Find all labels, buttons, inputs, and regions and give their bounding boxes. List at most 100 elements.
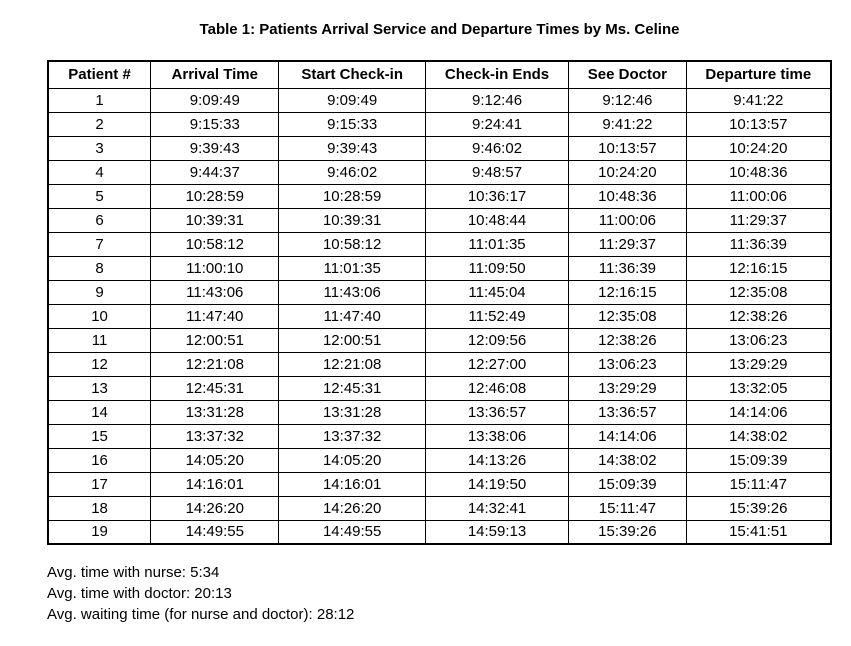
table-row: 7 10:58:12 10:58:12 11:01:35 11:29:37 11:36:3… — [47, 231, 832, 257]
table-cell: 15:39:26 — [685, 495, 832, 521]
table-cell: 14:38:02 — [685, 423, 832, 449]
table-cell: 10:24:20 — [568, 159, 687, 185]
table-row: 18 14:26:20 14:26:20 14:32:41 15:11:47 15:39:… — [47, 495, 832, 521]
table-cell: 14:49:55 — [278, 519, 426, 545]
table-cell: 9:48:57 — [424, 159, 570, 185]
table-cell: 11:52:49 — [424, 303, 570, 329]
table-cell: 15:39:26 — [568, 519, 687, 545]
table-cell: 12:35:08 — [568, 303, 687, 329]
table-cell: 14:19:50 — [424, 471, 570, 497]
table-cell: 9:15:33 — [150, 111, 280, 137]
table-cell: 12:45:31 — [278, 375, 426, 401]
table-cell: 14:38:02 — [568, 447, 687, 473]
patients-table: Patient # Arrival Time Start Check-in Ch… — [47, 60, 832, 545]
table-cell: 14:14:06 — [685, 399, 832, 425]
table-cell: 10:58:12 — [278, 231, 426, 257]
table-cell: 8 — [47, 255, 152, 281]
table-cell: 7 — [47, 231, 152, 257]
table-cell: 10:24:20 — [685, 135, 832, 161]
table-cell: 14:49:55 — [150, 519, 280, 545]
table-cell: 2 — [47, 111, 152, 137]
table-row: 10 11:47:40 11:47:40 11:52:49 12:35:08 12:38:… — [47, 303, 832, 329]
table-cell: 11:01:35 — [278, 255, 426, 281]
table-cell: 14:26:20 — [278, 495, 426, 521]
table-cell: 10:13:57 — [568, 135, 687, 161]
table-cell: 9:41:22 — [568, 111, 687, 137]
table-cell: 9:41:22 — [685, 87, 832, 113]
table-cell: 11:47:40 — [278, 303, 426, 329]
table-cell: 12:16:15 — [685, 255, 832, 281]
table-cell: 11:01:35 — [424, 231, 570, 257]
table-cell: 13:37:32 — [278, 423, 426, 449]
table-cell: 13:06:23 — [685, 327, 832, 353]
table-cell: 13:36:57 — [424, 399, 570, 425]
table-cell: 9:24:41 — [424, 111, 570, 137]
table-cell: 13:32:05 — [685, 375, 832, 401]
table-row: 1 9:09:49 9:09:49 9:12:46 9:12:46 9:41:22 — [47, 87, 832, 113]
table-cell: 10:39:31 — [150, 207, 280, 233]
table-cell: 14:59:13 — [424, 519, 570, 545]
table-cell: 16 — [47, 447, 152, 473]
table-cell: 13:31:28 — [150, 399, 280, 425]
table-cell: 10 — [47, 303, 152, 329]
table-row: 14 13:31:28 13:31:28 13:36:57 13:36:57 14:14:… — [47, 399, 832, 425]
table-cell: 12:38:26 — [568, 327, 687, 353]
table-cell: 9:46:02 — [278, 159, 426, 185]
table-row: 19 14:49:55 14:49:55 14:59:13 15:39:26 15:41:… — [47, 519, 832, 545]
table-cell: 9:09:49 — [278, 87, 426, 113]
table-cell: 13:29:29 — [685, 351, 832, 377]
avg-time-with-nurse: Avg. time with nurse: 5:34 — [47, 564, 220, 581]
table-cell: 9:39:43 — [150, 135, 280, 161]
column-header-departure-time: Departure time — [685, 60, 832, 89]
table-cell: 4 — [47, 159, 152, 185]
table-cell: 5 — [47, 183, 152, 209]
avg-waiting-time: Avg. waiting time (for nurse and doctor)… — [47, 606, 355, 623]
column-header-start-check-in: Start Check-in — [278, 60, 426, 89]
table-cell: 14:16:01 — [278, 471, 426, 497]
table-cell: 10:48:36 — [685, 159, 832, 185]
table-cell: 9:46:02 — [424, 135, 570, 161]
table-cell: 12:00:51 — [150, 327, 280, 353]
document-content: Table 1: Patients Arrival Service and De… — [47, 21, 832, 625]
column-header-see-doctor: See Doctor — [568, 60, 687, 89]
table-row: 17 14:16:01 14:16:01 14:19:50 15:09:39 15:11:… — [47, 471, 832, 497]
table-cell: 13:36:57 — [568, 399, 687, 425]
table-cell: 10:28:59 — [150, 183, 280, 209]
table-cell: 9:12:46 — [424, 87, 570, 113]
table-cell: 11:43:06 — [278, 279, 426, 305]
table-row: 4 9:44:37 9:46:02 9:48:57 10:24:20 10:48:36 — [47, 159, 832, 185]
table-cell: 13 — [47, 375, 152, 401]
table-body: 1 9:09:49 9:09:49 9:12:46 9:12:46 9:41:22 2 9:1… — [47, 87, 832, 545]
table-cell: 9:15:33 — [278, 111, 426, 137]
table-header-row: Patient # Arrival Time Start Check-in Ch… — [47, 60, 832, 89]
table-row: 2 9:15:33 9:15:33 9:24:41 9:41:22 10:13:57 — [47, 111, 832, 137]
table-cell: 14:32:41 — [424, 495, 570, 521]
table-cell: 9:44:37 — [150, 159, 280, 185]
table-cell: 17 — [47, 471, 152, 497]
table-cell: 6 — [47, 207, 152, 233]
table-cell: 13:37:32 — [150, 423, 280, 449]
table-row: 5 10:28:59 10:28:59 10:36:17 10:48:36 11:00:0… — [47, 183, 832, 209]
table-title: Table 1: Patients Arrival Service and De… — [199, 21, 680, 38]
table-cell: 11:00:06 — [685, 183, 832, 209]
table-cell: 10:48:36 — [568, 183, 687, 209]
table-cell: 12:45:31 — [150, 375, 280, 401]
table-row: 16 14:05:20 14:05:20 14:13:26 14:38:02 15:09:… — [47, 447, 832, 473]
table-row: 8 11:00:10 11:01:35 11:09:50 11:36:39 12:16:1… — [47, 255, 832, 281]
table-row: 9 11:43:06 11:43:06 11:45:04 12:16:15 12:35:0… — [47, 279, 832, 305]
table-cell: 12:00:51 — [278, 327, 426, 353]
table-cell: 9:12:46 — [568, 87, 687, 113]
table-cell: 9:39:43 — [278, 135, 426, 161]
table-cell: 12:35:08 — [685, 279, 832, 305]
avg-time-with-doctor: Avg. time with doctor: 20:13 — [47, 585, 232, 602]
table-cell: 9:09:49 — [150, 87, 280, 113]
table-cell: 12:09:56 — [424, 327, 570, 353]
table-cell: 15:09:39 — [568, 471, 687, 497]
table-cell: 11:00:06 — [568, 207, 687, 233]
table-row: 6 10:39:31 10:39:31 10:48:44 11:00:06 11:29:3… — [47, 207, 832, 233]
table-cell: 19 — [47, 519, 152, 545]
table-cell: 11:00:10 — [150, 255, 280, 281]
table-cell: 13:29:29 — [568, 375, 687, 401]
table-cell: 14:14:06 — [568, 423, 687, 449]
